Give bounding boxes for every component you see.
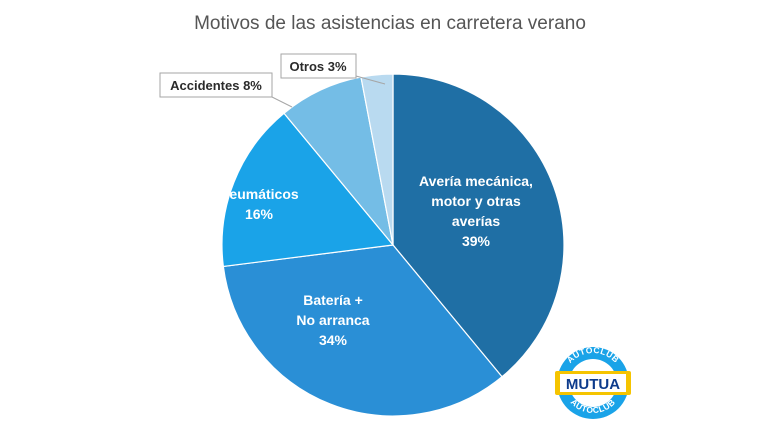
slice-label-line: Batería + bbox=[303, 292, 363, 308]
logo-main-text: MUTUA bbox=[566, 376, 620, 393]
slice-label-line: motor y otras bbox=[431, 193, 521, 209]
callout-box bbox=[159, 72, 273, 98]
pie-slices bbox=[221, 73, 565, 417]
callout-label: Otros 3% bbox=[289, 59, 347, 74]
chart-title: Motivos de las asistencias en carretera … bbox=[194, 13, 586, 34]
slice-label-line: Avería mecánica, bbox=[419, 173, 533, 189]
logo-band-inner bbox=[560, 374, 626, 392]
slice-label-line: 16% bbox=[245, 206, 274, 222]
pie-slice bbox=[392, 73, 565, 378]
pie-slice bbox=[221, 112, 395, 268]
callout-leader-line bbox=[271, 96, 293, 108]
slice-label: Avería mecánica, motor y otras averías 39% bbox=[419, 173, 533, 249]
slice-label-line: 34% bbox=[319, 332, 348, 348]
slice-label: Neumáticos 16% bbox=[219, 186, 299, 222]
slice-label: Batería + No arranca 34% bbox=[296, 292, 369, 348]
slice-label-line: 39% bbox=[462, 233, 491, 249]
mutua-autoclub-logo: AUTOCLUB AUTOCLUB MUTUA bbox=[555, 345, 631, 419]
slice-label-line: No arranca bbox=[296, 312, 369, 328]
slice-label-line: averías bbox=[452, 213, 500, 229]
pie-slice bbox=[222, 244, 503, 417]
pie-labels: Avería mecánica, motor y otras averías 39% B… bbox=[159, 53, 533, 348]
slice-label-line: Neumáticos bbox=[219, 186, 299, 202]
callout-label: Accidentes 8% bbox=[170, 78, 262, 93]
callout-leader-line bbox=[355, 75, 386, 85]
callout-box bbox=[280, 53, 357, 79]
